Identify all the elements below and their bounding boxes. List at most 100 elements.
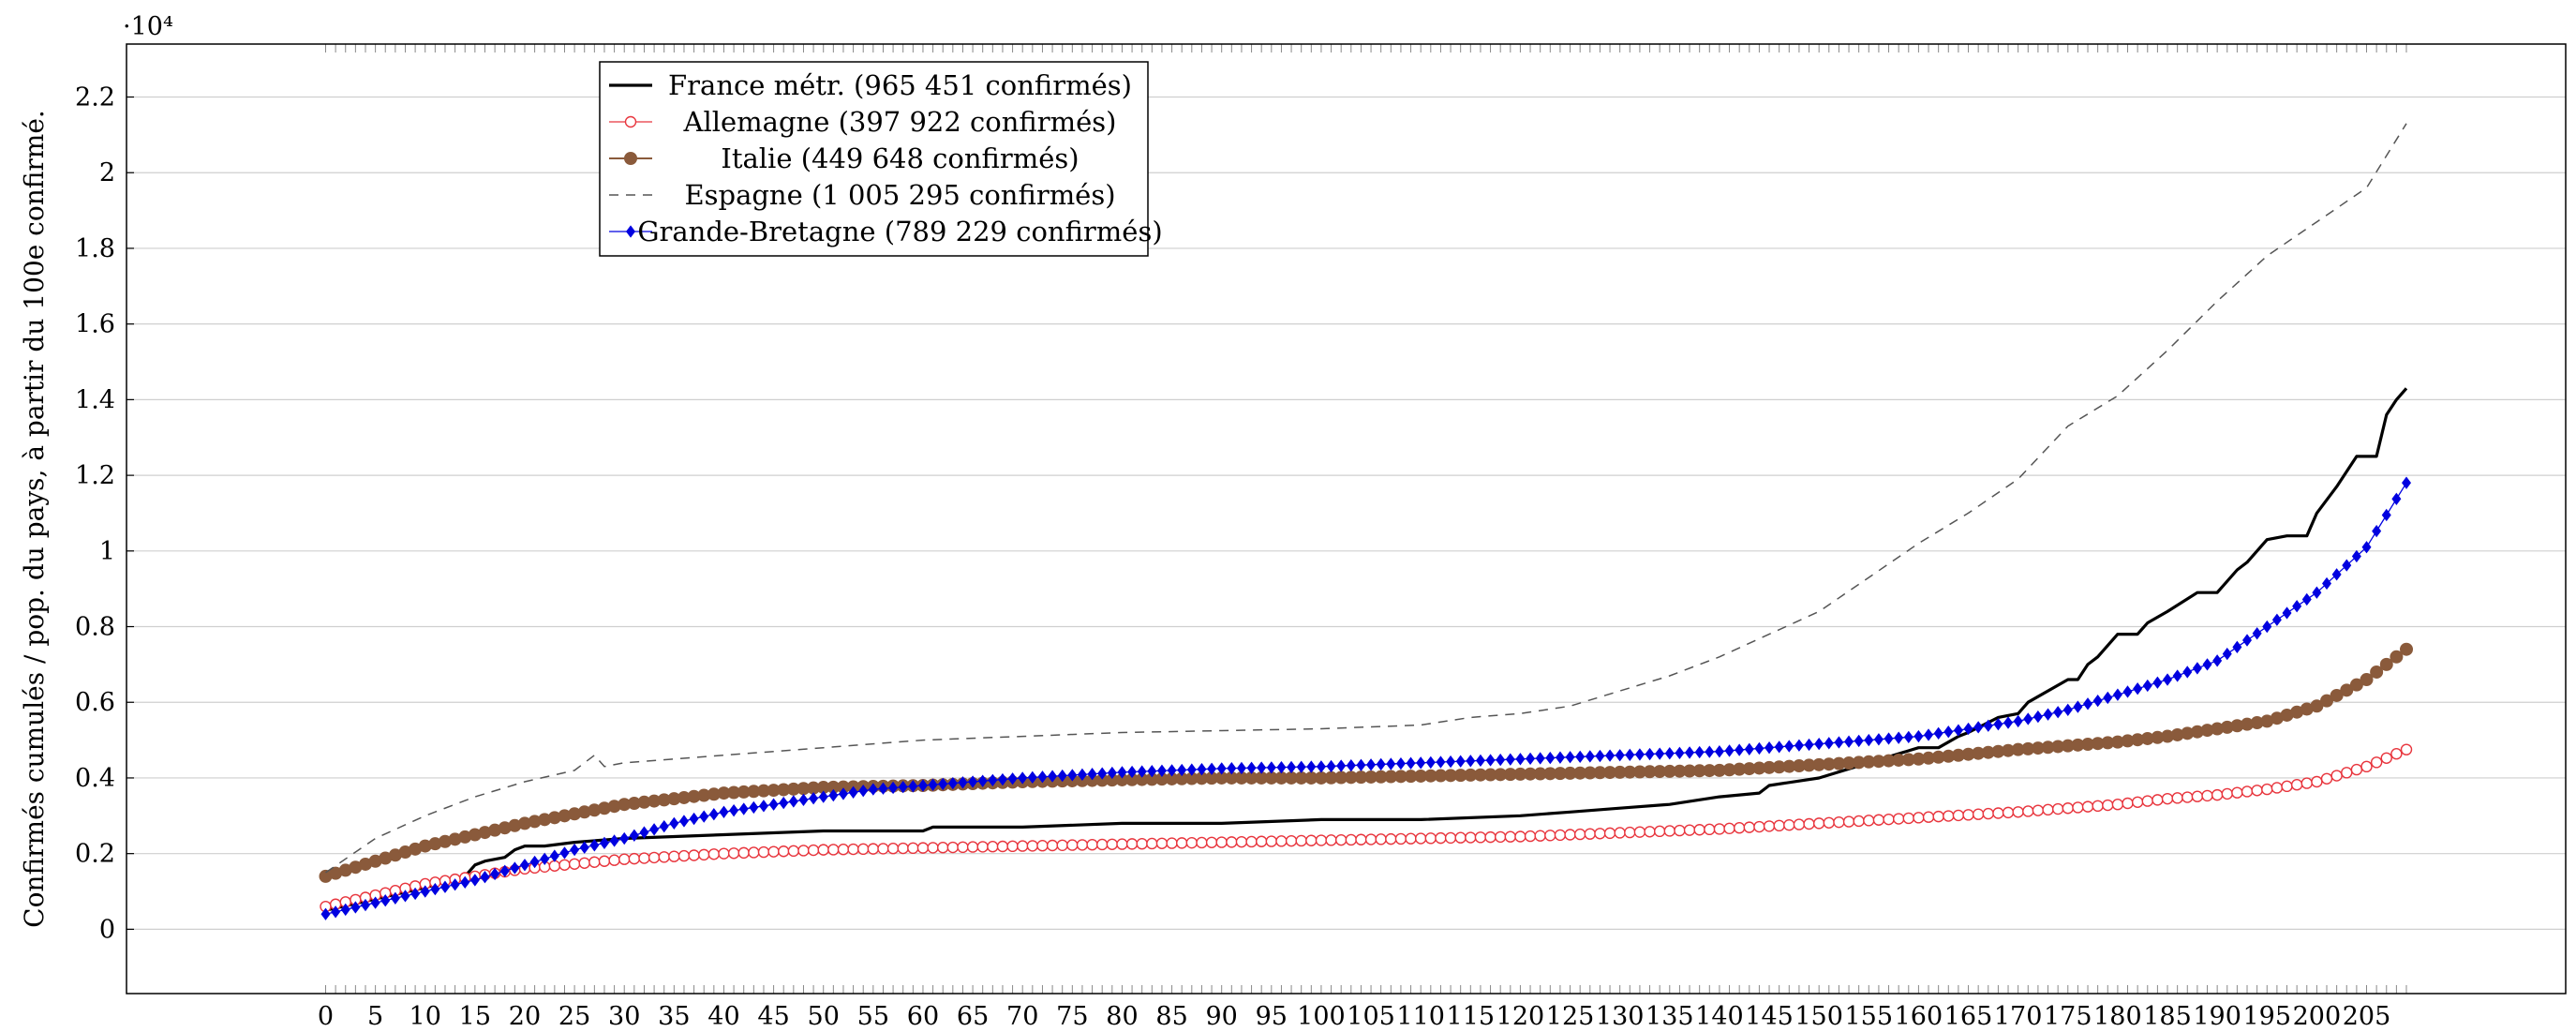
data-point <box>1763 820 1776 832</box>
y-tick-label: 0.4 <box>75 764 115 793</box>
data-point <box>2380 752 2392 764</box>
data-point <box>578 857 590 869</box>
data-point <box>927 842 939 854</box>
data-point <box>370 896 380 909</box>
data-point <box>966 841 979 853</box>
x-tick-label: 60 <box>907 1002 939 1031</box>
data-point <box>818 790 828 803</box>
data-point <box>1913 729 1924 743</box>
data-point <box>1675 746 1685 759</box>
data-point <box>1853 815 1865 828</box>
data-point <box>2242 634 2253 647</box>
data-point <box>1207 762 1217 775</box>
data-point <box>837 844 850 856</box>
data-point <box>1007 772 1018 785</box>
data-point <box>958 776 968 789</box>
data-point <box>1424 832 1437 845</box>
data-point <box>2262 620 2272 634</box>
data-point <box>767 845 780 858</box>
data-point <box>1902 812 1914 825</box>
data-point <box>331 905 341 919</box>
data-point <box>2351 549 2361 563</box>
series-2 <box>320 743 2413 913</box>
data-point <box>598 855 611 867</box>
legend-swatch-marker <box>624 115 637 128</box>
data-point <box>1305 834 1318 846</box>
data-point <box>1095 838 1109 851</box>
data-point <box>779 796 789 810</box>
data-point <box>1395 756 1406 770</box>
data-point <box>619 831 630 845</box>
data-point <box>2133 682 2143 695</box>
data-point <box>1385 832 1397 845</box>
data-point <box>1544 830 1556 842</box>
data-point <box>1485 754 1496 767</box>
data-point <box>2112 688 2122 701</box>
data-point <box>997 772 1007 786</box>
data-point <box>1603 827 1616 840</box>
data-point <box>1743 821 1755 833</box>
data-point <box>380 894 391 907</box>
data-point <box>1992 807 2004 819</box>
data-point <box>2181 791 2194 803</box>
data-point <box>2221 787 2233 800</box>
data-point <box>2053 706 2063 719</box>
data-point <box>390 891 400 905</box>
data-point <box>2379 657 2393 671</box>
data-point <box>2033 710 2043 724</box>
x-tick-label: 165 <box>1944 1002 1993 1031</box>
data-point <box>519 859 529 872</box>
x-tick-label: 185 <box>2143 1002 2192 1031</box>
data-point <box>1585 750 1595 763</box>
data-point <box>410 887 421 901</box>
data-point <box>1634 748 1645 761</box>
data-point <box>2212 654 2223 667</box>
data-point <box>1046 839 1059 852</box>
data-point <box>1197 763 1207 776</box>
data-point <box>1167 764 1177 777</box>
x-tick-label: 75 <box>1056 1002 1088 1031</box>
data-point <box>809 792 819 805</box>
data-point <box>2032 804 2045 816</box>
labels-layer: 0 0.2 0.4 0.6 0.8 1 1.2 1.4 1.6 1.8 2 2.2 0 5 10 15 20 25… <box>75 83 2390 1031</box>
data-point <box>858 785 869 798</box>
data-point <box>420 885 430 898</box>
legend-entry-label: Allemagne (397 922 confirmés) <box>683 106 1117 138</box>
data-point <box>908 780 918 793</box>
data-point <box>798 793 809 807</box>
data-point <box>1903 730 1913 744</box>
data-point <box>460 875 470 890</box>
data-point <box>2211 788 2224 801</box>
data-point <box>599 836 609 850</box>
data-point <box>2381 508 2391 522</box>
data-point <box>1655 747 1665 760</box>
data-point <box>1494 830 1507 844</box>
data-point <box>1824 737 1834 750</box>
data-point <box>1873 733 1884 746</box>
data-point <box>1484 830 1496 844</box>
data-point <box>2390 650 2404 664</box>
data-point <box>2261 783 2273 796</box>
data-point <box>2191 790 2204 802</box>
data-point <box>1834 736 1844 749</box>
data-point <box>2350 763 2363 776</box>
data-point <box>450 878 460 891</box>
data-point <box>1117 766 1127 779</box>
data-point <box>1983 719 1993 732</box>
data-point <box>1554 829 1567 842</box>
data-point <box>1943 725 1954 739</box>
data-point <box>629 829 639 842</box>
y-tick-label: 1.4 <box>75 385 115 414</box>
data-point <box>1526 752 1536 766</box>
data-point <box>648 851 661 864</box>
data-point <box>1573 828 1586 841</box>
data-point <box>1754 741 1764 755</box>
legend: France métr. (965 451 confirmés) Allemagn… <box>599 61 1163 257</box>
data-point <box>2111 799 2124 811</box>
data-point <box>1325 834 1337 846</box>
data-point <box>1693 824 1705 836</box>
data-point <box>1466 755 1476 768</box>
data-point <box>2062 703 2073 716</box>
data-point <box>1306 760 1317 773</box>
data-point <box>1664 747 1675 760</box>
